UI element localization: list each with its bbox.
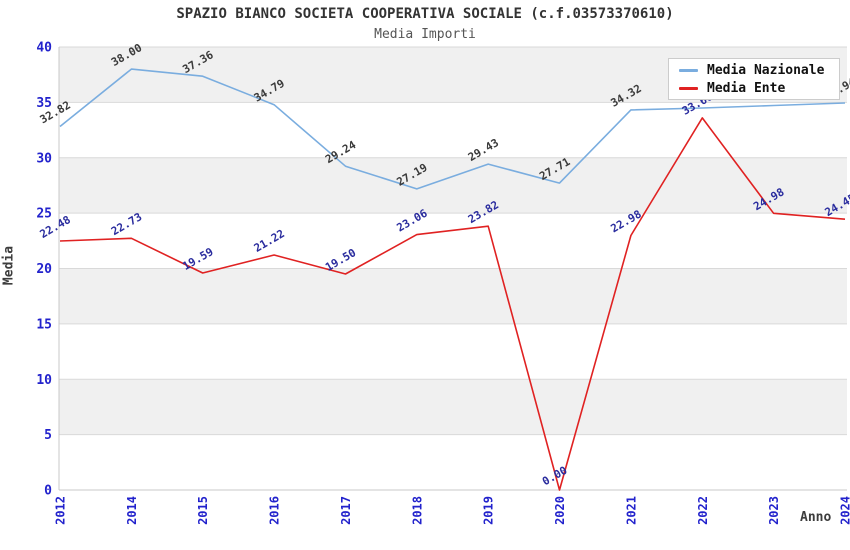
plot-bands [59, 47, 847, 435]
x-tick-label: 2022 [696, 496, 710, 525]
ente-line-swatch-icon [679, 86, 698, 90]
y-tick-label: 10 [36, 373, 52, 388]
data-point-label: 22.73 [109, 210, 144, 238]
series-media-ente [59, 117, 846, 491]
x-tick-label: 2015 [196, 496, 210, 525]
legend-label: Media Nazionale [707, 62, 825, 78]
y-tick-label: 30 [36, 151, 52, 166]
series-media-nazionale [59, 68, 846, 190]
y-tick-label: 35 [36, 96, 52, 111]
x-tick-label: 2019 [482, 496, 496, 525]
y-tick-label: 5 [44, 428, 52, 443]
x-tick-label: 2020 [553, 496, 567, 525]
legend: Media Nazionale Media Ente [668, 58, 840, 100]
x-tick-label: 2024 [839, 496, 850, 525]
y-axis-title: Media [1, 245, 17, 286]
x-tick-label: 2017 [339, 496, 353, 525]
series-line [59, 117, 846, 491]
x-axis-tick-labels: 2012 2014 2015 2016 2017 2018 2019 2020 2021 2022… [54, 496, 850, 525]
y-tick-label: 40 [36, 41, 52, 56]
legend-label: Media Ente [707, 80, 786, 96]
y-tick-label: 20 [36, 262, 52, 277]
x-tick-label: 2018 [410, 496, 424, 525]
data-point-label: 0.00 [540, 464, 569, 489]
series-line [59, 68, 846, 190]
y-axis-tick-labels: 0 5 10 15 20 25 30 35 40 [36, 41, 52, 499]
nazionale-line-swatch-icon [679, 68, 698, 72]
legend-item-media-nazionale: Media Nazionale [679, 64, 839, 77]
x-tick-label: 2023 [767, 496, 781, 525]
x-tick-label: 2021 [624, 496, 638, 525]
data-point-label: 21.22 [252, 227, 287, 255]
y-tick-label: 25 [36, 207, 52, 222]
x-tick-label: 2012 [54, 496, 68, 525]
y-tick-label: 0 [44, 484, 52, 499]
x-tick-label: 2014 [125, 496, 139, 525]
axis-lines [58, 47, 847, 491]
gridlines [59, 46, 847, 491]
chart-subtitle: Media Importi [374, 27, 476, 42]
legend-item-media-ente: Media Ente [679, 82, 839, 95]
y-tick-label: 15 [36, 317, 52, 332]
x-tick-label: 2016 [268, 496, 282, 525]
chart-title: SPAZIO BIANCO SOCIETA COOPERATIVA SOCIAL… [176, 6, 674, 22]
x-axis-title: Anno [800, 510, 832, 525]
